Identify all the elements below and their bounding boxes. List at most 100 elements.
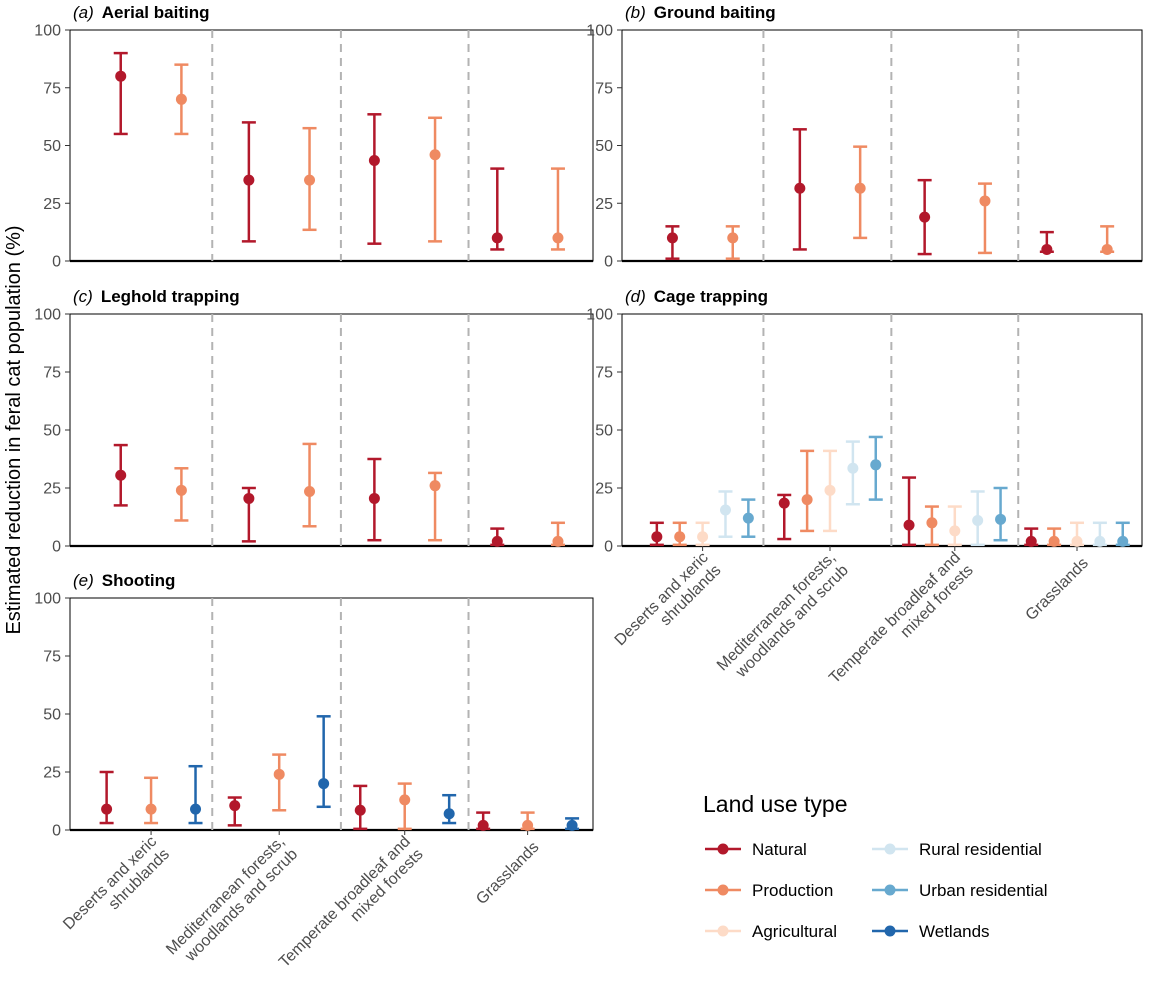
legend-label: Urban residential <box>919 881 1048 900</box>
data-point <box>429 480 441 492</box>
legend-label: Rural residential <box>919 840 1042 859</box>
y-tick-label: 100 <box>586 23 613 40</box>
x-tick-label: Mediterranean forests,woodlands and scru… <box>163 833 301 971</box>
data-point <box>919 211 931 223</box>
legend-item-rural: Rural residential <box>872 840 1042 859</box>
data-point <box>870 459 882 471</box>
data-point <box>1101 243 1113 255</box>
panel-title: Shooting <box>102 571 176 590</box>
panel-d: (d) Cage trapping 0 25 50 75 100 Deserts and xe… <box>586 287 1143 687</box>
y-tick-label: 75 <box>595 365 613 382</box>
legend-item-urban: Urban residential <box>872 881 1048 900</box>
panel-title: Cage trapping <box>654 287 768 306</box>
data-point <box>190 803 202 815</box>
panel-letter: (a) <box>73 3 94 22</box>
data-point <box>229 800 241 812</box>
data-point <box>522 819 534 831</box>
series-agricultural <box>695 449 1084 547</box>
data-point <box>552 535 564 547</box>
x-tick-label: Mediterranean forests,woodlands and scru… <box>714 549 852 687</box>
legend-label: Natural <box>752 840 807 859</box>
data-point <box>354 804 366 816</box>
legend-key-point <box>717 925 729 937</box>
y-tick-label: 25 <box>43 765 61 782</box>
data-point <box>115 70 127 82</box>
series-production <box>174 442 565 547</box>
series-natural <box>665 128 1054 260</box>
x-tick-label: Grasslands <box>1023 555 1092 624</box>
data-point <box>175 93 187 105</box>
data-point <box>101 803 113 815</box>
data-point <box>727 232 739 244</box>
y-tick-label: 50 <box>43 707 61 724</box>
x-tick-label: Deserts and xericshrublands <box>612 549 725 662</box>
series-production <box>725 145 1115 260</box>
data-point <box>949 525 961 537</box>
y-axis-label: Estimated reduction in feral cat populat… <box>3 225 25 634</box>
x-tick-label: Grasslands <box>473 839 542 908</box>
series-natural <box>113 443 505 547</box>
legend-key-point <box>884 925 896 937</box>
y-tick-label: 25 <box>595 196 613 213</box>
panel-b: (b) Ground baiting 0 25 50 75 100 <box>586 3 1143 271</box>
legend-item-natural: Natural <box>705 840 807 859</box>
data-point <box>429 149 441 161</box>
data-point <box>304 485 316 497</box>
legend: Land use type Natural Production Agricultu… <box>703 791 1048 941</box>
data-point <box>318 778 330 790</box>
legend-key-point <box>717 843 729 855</box>
y-tick-label: 25 <box>43 196 61 213</box>
data-point <box>491 232 503 244</box>
y-tick-label: 25 <box>43 481 61 498</box>
data-point <box>742 512 754 524</box>
panel-c: (c) Leghold trapping 0 25 50 75 100 <box>34 287 594 556</box>
y-tick-label: 50 <box>43 138 61 155</box>
series-production <box>144 753 535 831</box>
panel-title: Leghold trapping <box>101 287 240 306</box>
data-point <box>926 517 938 529</box>
panel-label: (b) Ground baiting <box>625 3 776 22</box>
data-point <box>674 531 686 543</box>
y-tick-label: 0 <box>604 539 613 556</box>
data-point <box>1071 535 1083 547</box>
series-natural <box>113 51 505 251</box>
panel-letter: (e) <box>73 571 94 590</box>
panel-frame <box>621 313 1143 547</box>
y-tick-label: 50 <box>595 138 613 155</box>
legend-key-point <box>717 884 729 896</box>
data-point <box>995 513 1007 525</box>
y-tick-label: 75 <box>43 365 61 382</box>
panel-title: Aerial baiting <box>102 3 210 22</box>
series-urban <box>741 435 1130 547</box>
y-tick-label: 75 <box>595 80 613 97</box>
y-tick-label: 75 <box>43 649 61 666</box>
panel-frame <box>621 29 1143 262</box>
data-point <box>794 182 806 194</box>
panel-label: (d) Cage trapping <box>625 287 768 306</box>
data-point <box>651 531 663 543</box>
data-point <box>824 484 836 496</box>
y-tick-label: 0 <box>52 254 61 271</box>
legend-key-point <box>884 884 896 896</box>
data-point <box>854 182 866 194</box>
data-point <box>399 794 411 806</box>
y-tick-label: 75 <box>43 80 61 97</box>
panel-label: (e) Shooting <box>73 571 175 590</box>
data-point <box>368 155 380 167</box>
y-tick-label: 100 <box>586 307 613 324</box>
data-point <box>443 808 455 820</box>
data-point <box>273 768 285 780</box>
legend-title: Land use type <box>703 791 848 817</box>
panel-a: (a) Aerial baiting 0 25 50 75 100 <box>34 3 594 271</box>
panel-frame <box>69 597 594 831</box>
x-tick-label: Deserts and xericshrublands <box>60 833 173 946</box>
data-point <box>552 232 564 244</box>
panel-label: (a) Aerial baiting <box>73 3 209 22</box>
series-natural <box>99 770 491 831</box>
data-point <box>477 819 489 831</box>
panel-letter: (c) <box>73 287 93 306</box>
panel-frame <box>69 29 594 262</box>
data-point <box>566 819 578 831</box>
panel-letter: (d) <box>625 287 646 306</box>
